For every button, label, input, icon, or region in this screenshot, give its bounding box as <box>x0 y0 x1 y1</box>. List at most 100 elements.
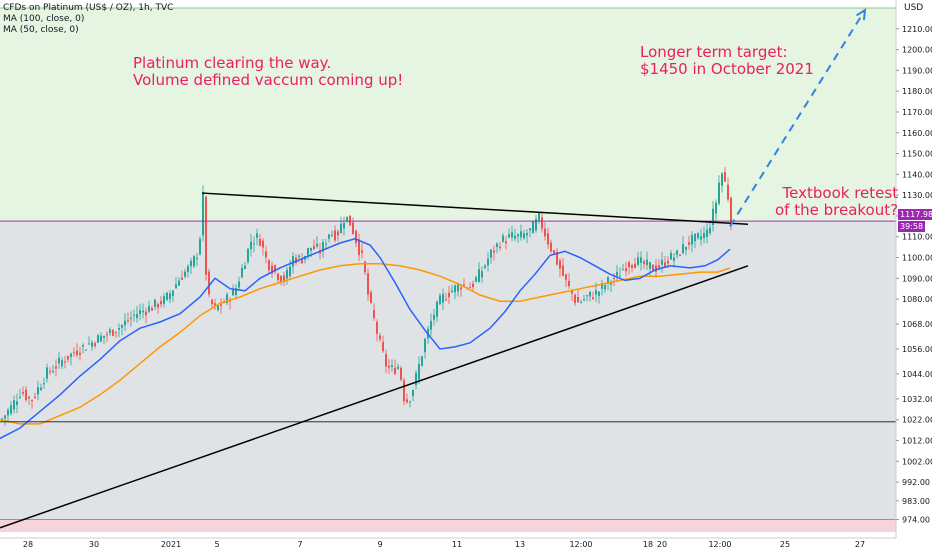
candle-body <box>169 293 171 300</box>
ma50-line <box>0 238 731 440</box>
candle-body <box>193 255 195 267</box>
candle-body <box>10 405 12 414</box>
candle-body <box>100 335 102 342</box>
candle-body <box>58 357 60 364</box>
candle-body <box>424 338 426 353</box>
candle-body <box>76 350 78 356</box>
currency-label[interactable]: USD <box>904 3 924 13</box>
candle-body <box>664 262 666 267</box>
candle-body <box>376 321 378 334</box>
candle-body <box>499 246 501 249</box>
candle-body <box>451 290 453 293</box>
candle-body <box>709 227 711 234</box>
candle-body <box>70 353 72 358</box>
candle-body <box>730 197 732 227</box>
candle-body <box>367 273 369 295</box>
candle-body <box>646 259 648 266</box>
candle-body <box>37 387 39 395</box>
x-tick-label: 18 <box>643 540 653 549</box>
candle-body <box>553 250 555 254</box>
candle-body <box>571 290 573 294</box>
candle-body <box>727 184 729 200</box>
candle-body <box>418 363 420 380</box>
candle-body <box>64 361 66 363</box>
candle-body <box>691 235 693 245</box>
candle-body <box>163 296 165 304</box>
candle-body <box>292 256 294 267</box>
annotation-target-line2: $1450 in October 2021 <box>640 60 814 78</box>
annotation-left-line2: Volume defined vaccum coming up! <box>133 71 404 89</box>
candle-body <box>166 292 168 300</box>
candle-body <box>160 301 162 305</box>
annotation-retest-line1: Textbook retest <box>782 184 899 202</box>
y-tick-label: 1068.00 <box>902 320 932 329</box>
candle-body <box>277 273 279 281</box>
candle-body <box>208 271 210 295</box>
candle-body <box>187 266 189 273</box>
candle-body <box>598 291 600 296</box>
candle-body <box>517 234 519 237</box>
candle-body <box>448 292 450 298</box>
candle-body <box>406 399 408 403</box>
candle-body <box>481 271 483 278</box>
x-tick-label: 12:00 <box>708 540 731 549</box>
candle-body <box>565 274 567 280</box>
candle-body <box>628 262 630 268</box>
candle-body <box>4 415 6 419</box>
candle-body <box>421 356 423 366</box>
candle-body <box>682 243 684 254</box>
y-tick-label: 1022.00 <box>902 416 932 425</box>
candle-body <box>73 352 75 354</box>
candle-body <box>391 365 393 367</box>
candle-body <box>94 343 96 346</box>
candle-body <box>55 366 57 369</box>
candle-body <box>616 271 618 276</box>
candle-body <box>172 290 174 296</box>
candle-body <box>670 253 672 260</box>
candle-body <box>634 263 636 269</box>
y-tick-label: 1110.00 <box>902 233 932 242</box>
candle-body <box>568 280 570 287</box>
y-tick-label: 1140.00 <box>902 170 932 179</box>
green-zone <box>0 8 896 223</box>
candle-body <box>175 284 177 289</box>
candle-body <box>394 367 396 375</box>
price-axis-bg <box>896 0 932 550</box>
candle-body <box>400 367 402 380</box>
y-tick-label: 1056.00 <box>902 345 932 354</box>
candle-body <box>19 396 21 398</box>
y-tick-label: 1044.00 <box>902 370 932 379</box>
candle-body <box>28 396 30 399</box>
candle-body <box>361 250 363 253</box>
candle-body <box>157 304 159 308</box>
candle-body <box>355 230 357 243</box>
y-tick-label: 1200.00 <box>902 46 932 55</box>
candle-body <box>556 251 558 265</box>
candle-body <box>103 335 105 338</box>
x-tick-label: 13 <box>515 540 525 549</box>
moving-averages <box>0 238 731 440</box>
time-axis-bg <box>0 538 932 550</box>
candle-body <box>289 266 291 277</box>
x-tick-label: 27 <box>855 540 865 549</box>
candle-body <box>259 238 261 246</box>
candle-body <box>226 294 228 303</box>
candle-body <box>724 172 726 182</box>
candle-body <box>7 409 9 416</box>
candle-body <box>238 281 240 288</box>
price-axis: 1210.00 1200.00 1190.00 1180.00 1170.00 1160.… <box>895 0 932 550</box>
candle-body <box>97 335 99 343</box>
candle-body <box>313 245 315 250</box>
candle-body <box>373 310 375 319</box>
candle-body <box>337 231 339 236</box>
candle-body <box>607 277 609 284</box>
candle-body <box>514 235 516 239</box>
candle-body <box>112 329 114 336</box>
candle-body <box>445 299 447 301</box>
candle-body <box>79 352 81 355</box>
x-tick-label: 20 <box>657 540 667 549</box>
candle-body <box>295 257 297 264</box>
candle-body <box>286 269 288 279</box>
